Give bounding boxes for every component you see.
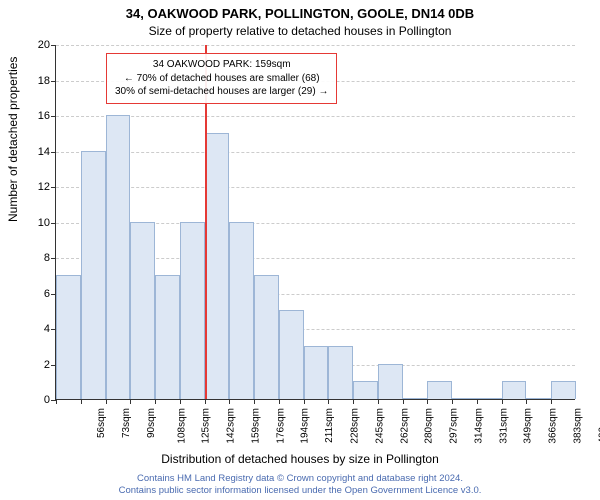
grid-line [56, 45, 575, 46]
x-tick-mark [180, 399, 181, 404]
footer-line-2: Contains public sector information licen… [0, 485, 600, 497]
y-tick-mark [51, 223, 56, 224]
x-tick-mark [502, 399, 503, 404]
x-tick-label: 297sqm [449, 408, 460, 444]
x-tick-mark [130, 399, 131, 404]
x-tick-label: 176sqm [275, 408, 286, 444]
grid-line [56, 152, 575, 153]
x-tick-label: 73sqm [121, 408, 132, 438]
histogram-bar [477, 398, 502, 399]
x-tick-label: 280sqm [424, 408, 435, 444]
x-tick-label: 228sqm [350, 408, 361, 444]
histogram-bar [155, 275, 180, 399]
x-tick-mark [279, 399, 280, 404]
x-tick-label: 194sqm [300, 408, 311, 444]
x-tick-mark [378, 399, 379, 404]
x-tick-label: 108sqm [176, 408, 187, 444]
grid-line [56, 116, 575, 117]
annotation-line-1: 34 OAKWOOD PARK: 159sqm [115, 58, 328, 72]
histogram-bar [106, 115, 131, 399]
x-tick-label: 211sqm [324, 408, 335, 443]
plot-area: 0246810121416182056sqm73sqm90sqm108sqm12… [55, 45, 575, 400]
x-tick-label: 159sqm [251, 408, 262, 444]
x-tick-mark [551, 399, 552, 404]
x-tick-mark [155, 399, 156, 404]
x-tick-mark [403, 399, 404, 404]
x-tick-mark [81, 399, 82, 404]
histogram-bar [205, 133, 230, 399]
x-tick-label: 245sqm [374, 408, 385, 444]
x-tick-mark [304, 399, 305, 404]
y-tick-label: 14 [26, 146, 50, 158]
x-axis-label: Distribution of detached houses by size … [0, 452, 600, 466]
histogram-bar [427, 381, 452, 399]
footer-line-1: Contains HM Land Registry data © Crown c… [0, 473, 600, 485]
histogram-bar [328, 346, 353, 399]
chart-title: 34, OAKWOOD PARK, POLLINGTON, GOOLE, DN1… [0, 6, 600, 21]
annotation-box: 34 OAKWOOD PARK: 159sqm← 70% of detached… [106, 53, 337, 104]
histogram-bar [254, 275, 279, 399]
x-tick-label: 349sqm [523, 408, 534, 444]
x-tick-mark [427, 399, 428, 404]
x-tick-mark [56, 399, 57, 404]
histogram-bar [56, 275, 81, 399]
histogram-bar [304, 346, 329, 399]
x-tick-mark [106, 399, 107, 404]
histogram-bar [378, 364, 403, 400]
histogram-bar [229, 222, 254, 400]
histogram-bar [502, 381, 527, 399]
histogram-bar [353, 381, 378, 399]
histogram-bar [452, 398, 477, 399]
x-tick-mark [477, 399, 478, 404]
y-tick-label: 2 [26, 359, 50, 371]
annotation-line-3: 30% of semi-detached houses are larger (… [115, 85, 328, 99]
grid-line [56, 187, 575, 188]
chart-subtitle: Size of property relative to detached ho… [0, 24, 600, 38]
y-tick-mark [51, 116, 56, 117]
y-axis-label: Number of detached properties [6, 57, 20, 222]
x-tick-label: 125sqm [201, 408, 212, 444]
y-tick-mark [51, 187, 56, 188]
histogram-bar [526, 398, 551, 399]
y-tick-label: 12 [26, 181, 50, 193]
y-tick-mark [51, 152, 56, 153]
y-tick-mark [51, 45, 56, 46]
histogram-bar [81, 151, 106, 400]
histogram-bar [130, 222, 155, 400]
y-tick-label: 4 [26, 323, 50, 335]
y-tick-label: 20 [26, 39, 50, 51]
x-tick-mark [328, 399, 329, 404]
y-tick-label: 0 [26, 394, 50, 406]
y-tick-mark [51, 81, 56, 82]
annotation-line-2: ← 70% of detached houses are smaller (68… [115, 72, 328, 86]
x-tick-mark [254, 399, 255, 404]
histogram-bar [551, 381, 576, 399]
y-tick-label: 10 [26, 217, 50, 229]
y-tick-label: 16 [26, 110, 50, 122]
x-tick-label: 366sqm [548, 408, 559, 444]
chart-container: 34, OAKWOOD PARK, POLLINGTON, GOOLE, DN1… [0, 0, 600, 500]
y-tick-mark [51, 258, 56, 259]
x-tick-label: 383sqm [572, 408, 583, 444]
y-tick-label: 6 [26, 288, 50, 300]
x-tick-mark [229, 399, 230, 404]
x-tick-label: 314sqm [473, 408, 484, 444]
x-tick-label: 90sqm [146, 408, 157, 438]
histogram-bar [279, 310, 304, 399]
x-tick-label: 142sqm [226, 408, 237, 444]
histogram-bar [403, 398, 428, 399]
y-tick-label: 8 [26, 252, 50, 264]
x-tick-label: 262sqm [399, 408, 410, 444]
x-tick-mark [526, 399, 527, 404]
y-tick-label: 18 [26, 75, 50, 87]
footer-attribution: Contains HM Land Registry data © Crown c… [0, 473, 600, 497]
x-tick-label: 331sqm [498, 408, 509, 444]
histogram-bar [180, 222, 205, 400]
x-tick-label: 56sqm [96, 408, 107, 438]
x-tick-mark [452, 399, 453, 404]
x-tick-mark [353, 399, 354, 404]
x-tick-mark [205, 399, 206, 404]
